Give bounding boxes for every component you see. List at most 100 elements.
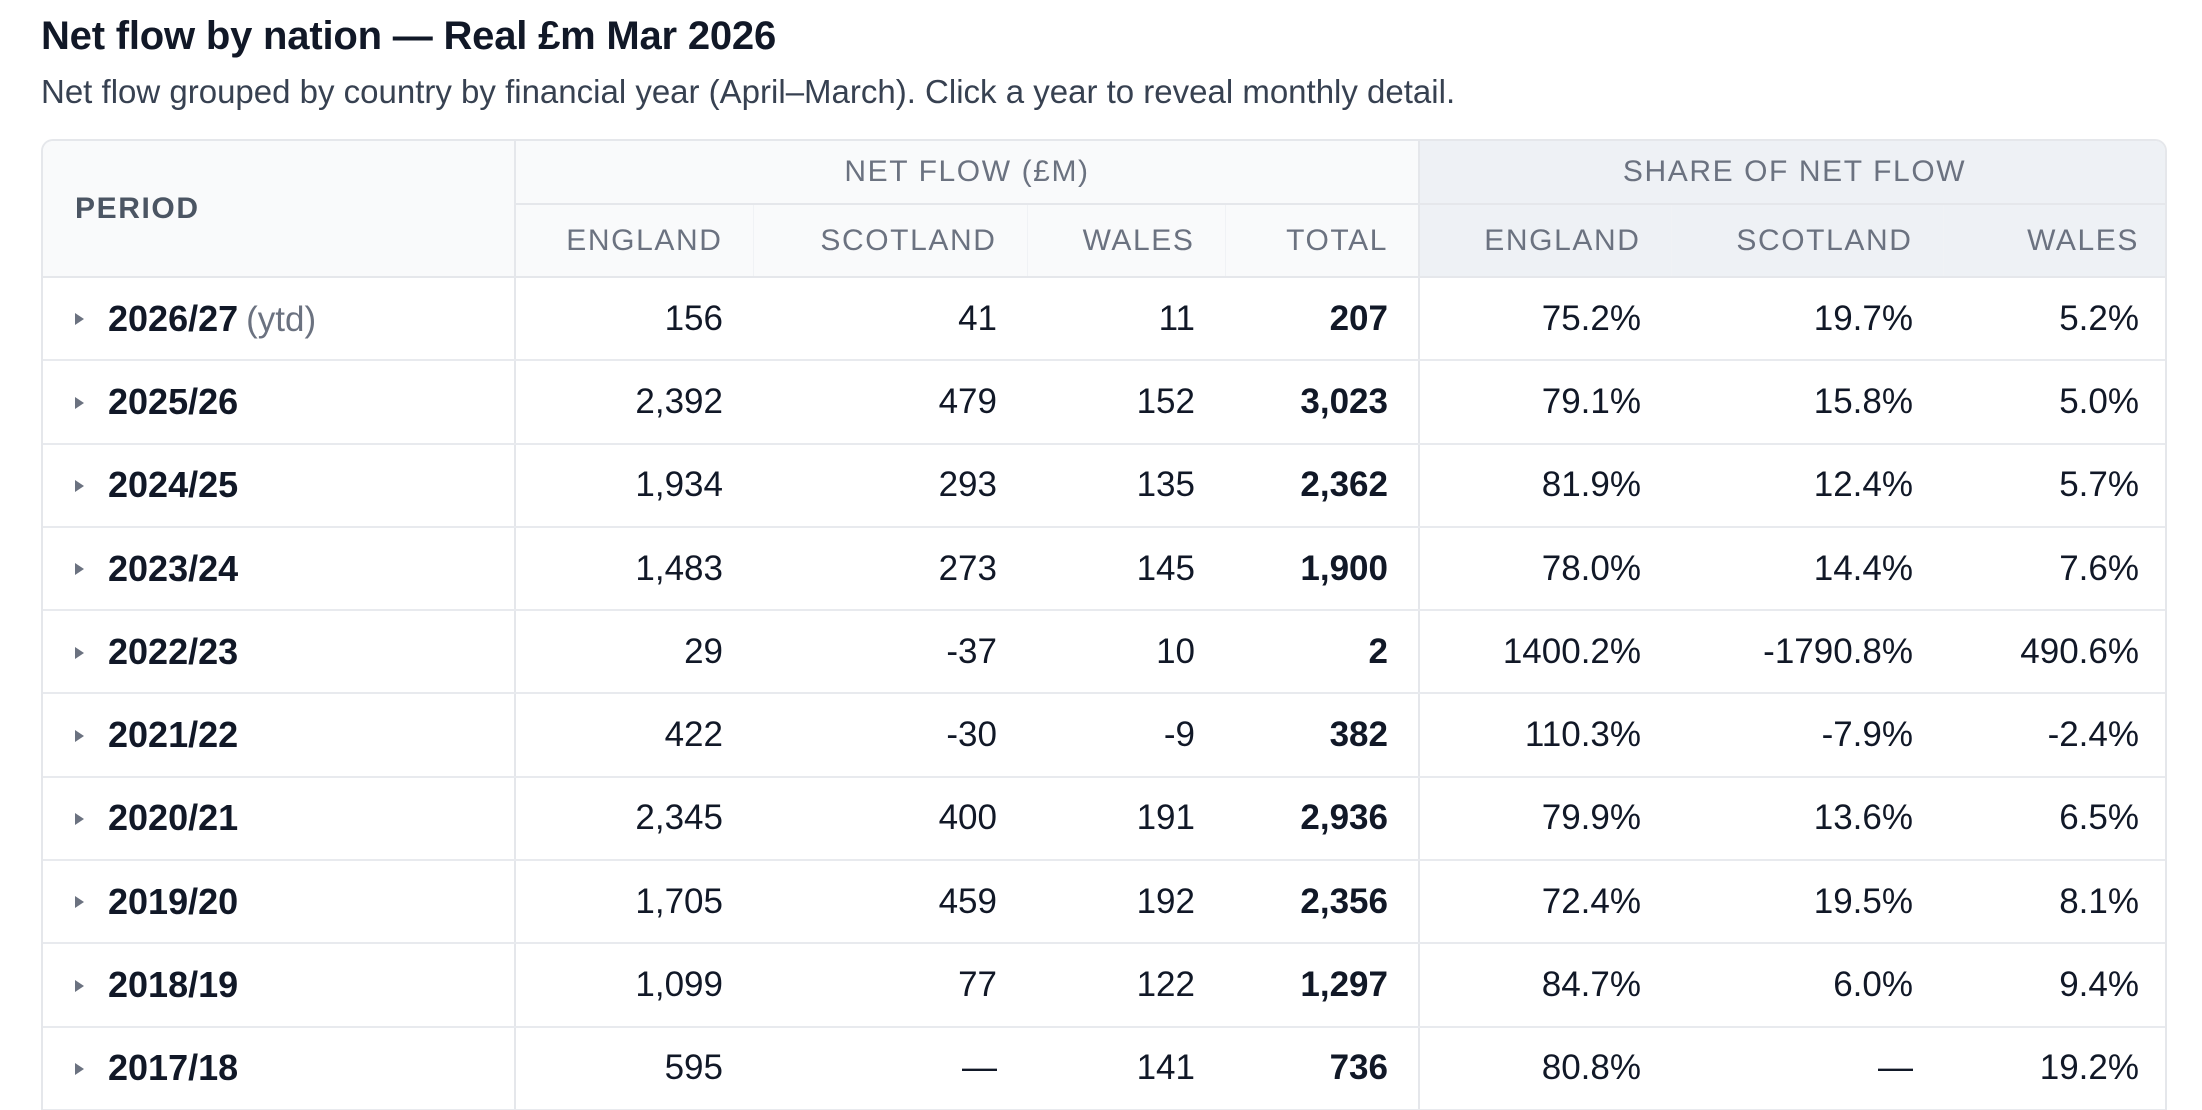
- caret-right-icon[interactable]: [75, 896, 84, 909]
- cell-england: 1,483: [515, 526, 753, 612]
- cell-england: 1,099: [515, 943, 753, 1028]
- year-label: 2021/22: [108, 714, 239, 756]
- cell-share-scotland: 13.6%: [1671, 776, 1943, 862]
- column-header-share-wales[interactable]: WALES: [1942, 204, 2165, 278]
- table-row[interactable]: 2025/26 2,392 479 152 3,023 79.1% 15.8% …: [43, 360, 2165, 445]
- cell-total: 382: [1225, 693, 1419, 778]
- cell-share-england: 78.0%: [1418, 526, 1671, 612]
- caret-right-icon[interactable]: [75, 396, 84, 409]
- column-header-total[interactable]: TOTAL: [1224, 204, 1419, 278]
- table-row[interactable]: 2019/20 1,705 459 192 2,356 72.4% 19.5% …: [43, 860, 2165, 945]
- cell-share-england: 75.2%: [1418, 277, 1671, 362]
- cell-scotland: 41: [753, 277, 1027, 362]
- cell-england: 2,345: [515, 776, 753, 862]
- cell-wales: 10: [1027, 610, 1225, 695]
- caret-right-icon[interactable]: [75, 646, 84, 659]
- period-cell[interactable]: 2023/24: [43, 526, 516, 612]
- cell-share-wales: 19.2%: [1943, 1026, 2165, 1110]
- cell-share-england: 79.9%: [1418, 776, 1671, 862]
- cell-scotland: 293: [753, 443, 1027, 528]
- cell-wales: 191: [1027, 776, 1225, 862]
- column-header-share-england[interactable]: ENGLAND: [1418, 204, 1671, 278]
- caret-right-icon[interactable]: [75, 979, 84, 992]
- cell-total: 2,936: [1225, 776, 1419, 862]
- table-row[interactable]: 2026/27 (ytd) 156 41 11 207 75.2% 19.7% 5…: [43, 277, 2165, 362]
- cell-wales: 135: [1027, 443, 1225, 528]
- period-cell[interactable]: 2022/23: [43, 610, 516, 695]
- column-header-scotland[interactable]: SCOTLAND: [752, 204, 1027, 278]
- cell-share-england: 80.8%: [1418, 1026, 1671, 1110]
- cell-share-wales: 5.0%: [1943, 360, 2165, 445]
- cell-total: 2,362: [1225, 443, 1419, 528]
- cell-england: 1,705: [515, 860, 753, 945]
- column-header-period[interactable]: PERIOD: [43, 141, 516, 278]
- period-cell[interactable]: 2021/22: [43, 693, 516, 778]
- cell-share-england: 110.3%: [1418, 693, 1671, 778]
- table-row[interactable]: 2024/25 1,934 293 135 2,362 81.9% 12.4% …: [43, 443, 2165, 528]
- table-row[interactable]: 2017/18 595 — 141 736 80.8% — 19.2%: [43, 1026, 2165, 1110]
- period-cell[interactable]: 2018/19: [43, 943, 516, 1028]
- cell-england: 2,392: [515, 360, 753, 445]
- caret-right-icon[interactable]: [75, 479, 84, 492]
- period-cell[interactable]: 2017/18: [43, 1026, 516, 1110]
- period-cell[interactable]: 2024/25: [43, 443, 516, 528]
- caret-right-icon[interactable]: [75, 313, 84, 326]
- year-label: 2022/23: [108, 630, 239, 672]
- column-header-england[interactable]: ENGLAND: [515, 204, 753, 278]
- cell-england: 29: [515, 610, 753, 695]
- table-body: 2026/27 (ytd) 156 41 11 207 75.2% 19.7% 5…: [43, 277, 2165, 1110]
- caret-right-icon[interactable]: [75, 813, 84, 826]
- cell-total: 1,900: [1225, 526, 1419, 612]
- table-row[interactable]: 2023/24 1,483 273 145 1,900 78.0% 14.4% …: [43, 526, 2165, 612]
- cell-share-scotland: -7.9%: [1671, 693, 1943, 778]
- period-cell[interactable]: 2019/20: [43, 860, 516, 945]
- cell-total: 207: [1225, 277, 1419, 362]
- period-cell[interactable]: 2026/27 (ytd): [43, 277, 516, 362]
- table-row[interactable]: 2022/23 29 -37 10 2 1400.2% -1790.8% 490…: [43, 610, 2165, 695]
- cell-wales: 192: [1027, 860, 1225, 945]
- net-flow-table: PERIOD NET FLOW (£M) SHARE OF NET FLOW E…: [43, 141, 2165, 1110]
- table-row[interactable]: 2018/19 1,099 77 122 1,297 84.7% 6.0% 9.…: [43, 943, 2165, 1028]
- table-row[interactable]: 2020/21 2,345 400 191 2,936 79.9% 13.6% …: [43, 776, 2165, 862]
- cell-wales: 11: [1027, 277, 1225, 362]
- year-label: 2024/25: [108, 464, 239, 506]
- cell-total: 1,297: [1225, 943, 1419, 1028]
- cell-share-wales: 8.1%: [1943, 860, 2165, 945]
- cell-england: 1,934: [515, 443, 753, 528]
- cell-total: 2: [1225, 610, 1419, 695]
- page-subtitle: Net flow grouped by country by financial…: [41, 73, 1456, 110]
- cell-share-scotland: 14.4%: [1671, 526, 1943, 612]
- cell-scotland: 400: [753, 776, 1027, 862]
- cell-share-wales: 5.7%: [1943, 443, 2165, 528]
- page-title: Net flow by nation — Real £m Mar 2026: [41, 14, 777, 58]
- cell-share-wales: 7.6%: [1943, 526, 2165, 612]
- year-label: 2020/21: [108, 797, 239, 839]
- cell-share-wales: 9.4%: [1943, 943, 2165, 1028]
- year-label: 2017/18: [108, 1047, 239, 1089]
- cell-scotland: 459: [753, 860, 1027, 945]
- year-label: 2023/24: [108, 547, 239, 589]
- cell-share-wales: 5.2%: [1943, 277, 2165, 362]
- cell-wales: 145: [1027, 526, 1225, 612]
- cell-share-scotland: 19.5%: [1671, 860, 1943, 945]
- year-label: 2025/26: [108, 380, 239, 422]
- caret-right-icon[interactable]: [75, 729, 84, 742]
- cell-scotland: -37: [753, 610, 1027, 695]
- year-label: 2018/19: [108, 964, 239, 1006]
- column-header-share-scotland[interactable]: SCOTLAND: [1670, 204, 1943, 278]
- period-cell[interactable]: 2025/26: [43, 360, 516, 445]
- cell-scotland: 77: [753, 943, 1027, 1028]
- cell-wales: -9: [1027, 693, 1225, 778]
- period-cell[interactable]: 2020/21: [43, 776, 516, 862]
- cell-share-scotland: 15.8%: [1671, 360, 1943, 445]
- table-row[interactable]: 2021/22 422 -30 -9 382 110.3% -7.9% -2.4…: [43, 693, 2165, 778]
- cell-share-scotland: 19.7%: [1671, 277, 1943, 362]
- caret-right-icon[interactable]: [75, 1063, 84, 1076]
- cell-england: 595: [515, 1026, 753, 1110]
- year-label: 2019/20: [108, 880, 239, 922]
- caret-right-icon[interactable]: [75, 563, 84, 576]
- cell-share-scotland: -1790.8%: [1671, 610, 1943, 695]
- cell-share-wales: 490.6%: [1943, 610, 2165, 695]
- cell-share-england: 81.9%: [1418, 443, 1671, 528]
- column-header-wales[interactable]: WALES: [1026, 204, 1225, 278]
